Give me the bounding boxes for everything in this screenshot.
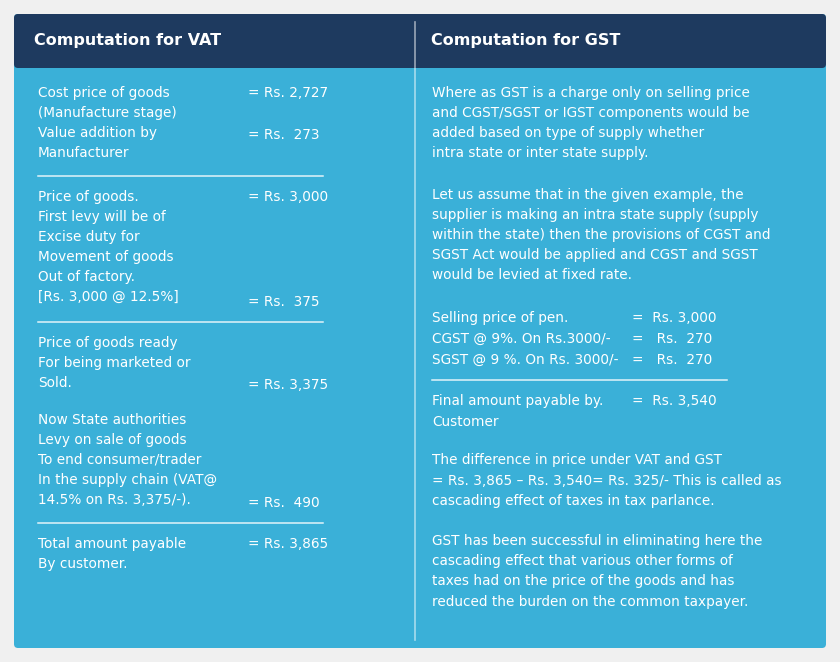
Text: = Rs. 3,865: = Rs. 3,865: [248, 538, 328, 551]
Text: Where as GST is a charge only on selling price
and CGST/SGST or IGST components : Where as GST is a charge only on selling…: [432, 86, 750, 160]
Text: Selling price of pen.: Selling price of pen.: [432, 310, 569, 324]
Text: Now State authorities
Levy on sale of goods
To end consumer/trader
In the supply: Now State authorities Levy on sale of go…: [38, 412, 217, 506]
Text: = Rs. 3,000: = Rs. 3,000: [248, 190, 328, 204]
FancyBboxPatch shape: [14, 14, 826, 68]
Text: Cost price of goods
(Manufacture stage)
Value addition by
Manufacturer: Cost price of goods (Manufacture stage) …: [38, 86, 176, 160]
Text: = Rs.  490: = Rs. 490: [248, 496, 320, 510]
Text: Price of goods.
First levy will be of
Excise duty for
Movement of goods
Out of f: Price of goods. First levy will be of Ex…: [38, 190, 179, 304]
Text: Customer: Customer: [432, 414, 498, 428]
Text: GST has been successful in eliminating here the
cascading effect that various ot: GST has been successful in eliminating h…: [432, 534, 763, 608]
Text: = Rs.  375: = Rs. 375: [248, 295, 320, 308]
Text: Computation for GST: Computation for GST: [431, 34, 621, 48]
Text: Final amount payable by.: Final amount payable by.: [432, 393, 603, 408]
Text: =  Rs. 3,540: = Rs. 3,540: [632, 393, 717, 408]
FancyBboxPatch shape: [14, 14, 826, 648]
Text: SGST @ 9 %. On Rs. 3000/-: SGST @ 9 %. On Rs. 3000/-: [432, 353, 618, 367]
Text: = Rs. 2,727: = Rs. 2,727: [248, 86, 328, 100]
Text: Let us assume that in the given example, the
supplier is making an intra state s: Let us assume that in the given example,…: [432, 188, 770, 282]
Text: =   Rs.  270: = Rs. 270: [632, 332, 712, 346]
Text: Computation for VAT: Computation for VAT: [34, 34, 221, 48]
Text: CGST @ 9%. On Rs.3000/-: CGST @ 9%. On Rs.3000/-: [432, 332, 611, 346]
Text: = Rs. 3,375: = Rs. 3,375: [248, 377, 328, 391]
Text: = Rs.  273: = Rs. 273: [248, 128, 319, 142]
Text: =   Rs.  270: = Rs. 270: [632, 353, 712, 367]
Text: =  Rs. 3,000: = Rs. 3,000: [632, 310, 717, 324]
Text: The difference in price under VAT and GST
= Rs. 3,865 – Rs. 3,540= Rs. 325/- Thi: The difference in price under VAT and GS…: [432, 453, 782, 508]
Text: Price of goods ready
For being marketed or
Sold.: Price of goods ready For being marketed …: [38, 336, 191, 390]
Text: Total amount payable
By customer.: Total amount payable By customer.: [38, 538, 186, 571]
